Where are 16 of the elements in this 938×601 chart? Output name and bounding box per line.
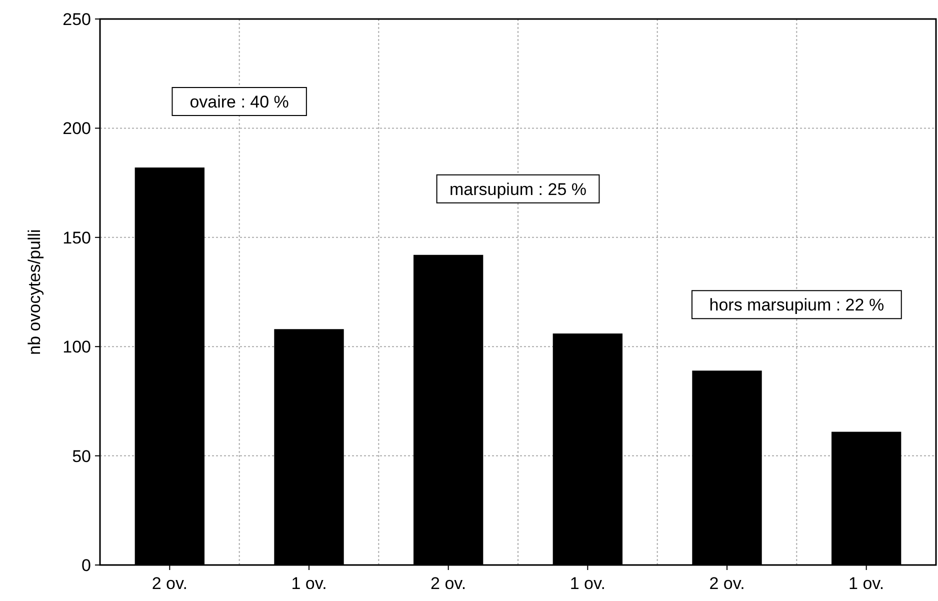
x-tick-label: 1 ov. bbox=[570, 574, 606, 593]
y-tick-label: 250 bbox=[62, 10, 91, 29]
x-tick-label: 1 ov. bbox=[291, 574, 327, 593]
annotation: marsupium : 25 % bbox=[450, 180, 586, 199]
annotation: hors marsupium : 22 % bbox=[709, 296, 884, 315]
x-tick-label: 2 ov. bbox=[152, 574, 188, 593]
x-tick-label: 2 ov. bbox=[709, 574, 745, 593]
x-tick-label: 1 ov. bbox=[848, 574, 884, 593]
y-tick-label: 150 bbox=[62, 228, 91, 248]
annotation: ovaire : 40 % bbox=[190, 92, 289, 112]
y-tick-label: 100 bbox=[62, 338, 91, 357]
y-tick-label: 50 bbox=[72, 446, 91, 466]
x-tick-label: 2 ov. bbox=[430, 574, 466, 593]
y-tick-label: 0 bbox=[82, 556, 91, 575]
y-axis-title: nb ovocytes/pulli bbox=[25, 229, 44, 355]
y-tick-label: 200 bbox=[62, 119, 91, 138]
